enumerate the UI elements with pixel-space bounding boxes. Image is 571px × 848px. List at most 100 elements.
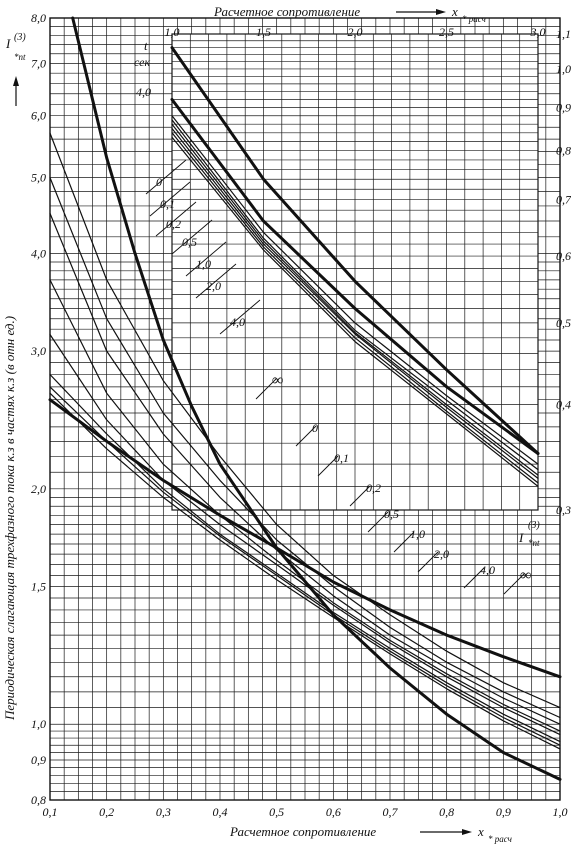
y-tick-left: 0,9 (31, 753, 46, 767)
x-tick-bottom: 0,9 (496, 805, 511, 819)
time-label-upper: 4,0 (230, 315, 245, 329)
time-leader-lower (317, 455, 339, 477)
time-label-lower: 0,5 (384, 507, 399, 521)
time-header-t: t (144, 38, 148, 53)
time-label-upper: 4,0 (136, 85, 151, 99)
curve-lower-t-4 (49, 333, 561, 736)
time-leader-upper (171, 219, 213, 255)
x-tick-bottom: 0,7 (383, 805, 399, 819)
y-tick-left: 2,0 (31, 482, 46, 496)
time-header-unit: сек (134, 55, 150, 69)
curve-lower-t-0 (49, 132, 561, 709)
curve-lower-t-1 (49, 177, 561, 719)
left-axis-symbol-sub: *nt (14, 52, 26, 62)
y-tick-right: 0,9 (556, 101, 571, 115)
bottom-axis-symbol-sub: * расч (488, 834, 512, 844)
x-tick-bottom: 1,0 (553, 805, 568, 819)
time-leader-upper (145, 159, 187, 195)
y-tick-left: 0,8 (31, 793, 46, 807)
time-leader-lower (463, 567, 485, 589)
x-tick-top: 2,0 (348, 25, 363, 39)
right-axis-symbol-sup: (3) (528, 520, 540, 531)
plot-frame (49, 17, 561, 801)
time-label-upper: 0,2 (166, 217, 181, 231)
time-label-upper: 0 (156, 175, 162, 189)
time-leader-lower (503, 573, 525, 595)
x-tick-bottom: 0,2 (99, 805, 114, 819)
time-leader-upper (185, 241, 227, 277)
time-leader-lower (417, 551, 439, 573)
time-leader-upper (195, 263, 237, 299)
time-leader-lower (295, 425, 317, 447)
time-label-lower: 0 (312, 421, 318, 435)
curve-upper-t-4 (171, 132, 539, 484)
top-axis-symbol: x (451, 4, 458, 19)
y-tick-left: 4,0 (31, 246, 46, 260)
left-axis-symbol: I (5, 36, 11, 51)
curve-lower-t-6 (49, 386, 561, 746)
y-tick-left: 1,0 (31, 717, 46, 731)
y-tick-right: 0,4 (556, 398, 571, 412)
time-label-lower: 0,1 (334, 451, 349, 465)
curve-upper-t-0 (171, 115, 539, 465)
y-tick-left: 3,0 (30, 344, 46, 358)
curve-lower-t-2 (49, 212, 561, 725)
y-tick-left: 1,5 (31, 580, 46, 594)
right-axis-symbol: I (518, 530, 524, 545)
chart-grid (49, 17, 561, 801)
curve-upper-t-2 (171, 123, 539, 476)
x-tick-top: 1,5 (256, 25, 271, 39)
left-axis-symbol-sup: (3) (14, 32, 26, 43)
time-leader-upper (155, 201, 197, 237)
time-leader-lower (349, 485, 371, 507)
curve-upper-t-6 (170, 46, 540, 455)
y-tick-left: 7,0 (31, 56, 46, 70)
curve-upper-t-1 (171, 119, 539, 471)
time-leader-lower (255, 378, 277, 400)
time-label-upper: 0,1 (160, 197, 175, 211)
x-tick-bottom: 0,3 (156, 805, 171, 819)
time-label-lower: 2,0 (434, 547, 449, 561)
x-tick-bottom: 0,5 (269, 805, 284, 819)
time-label-lower: ∞ (272, 372, 283, 389)
y-tick-left: 5,0 (31, 171, 46, 185)
left-axis-title: Периодическая слагающая трехфазного тока… (2, 316, 17, 721)
top-axis-symbol-sub: * расч (462, 14, 486, 24)
time-label-lower: ∞ (520, 567, 531, 584)
curve-layer (48, 16, 562, 781)
y-tick-right: 0,6 (556, 249, 571, 263)
curve-lower-bold-1 (48, 398, 562, 679)
curve-lower-t-7 (49, 392, 561, 750)
bottom-axis-title: Расчетное сопротивление (229, 824, 376, 839)
time-label-upper: 2,0 (206, 279, 221, 293)
x-tick-top: 2,5 (439, 25, 454, 39)
right-axis-symbol-sub: *nt (528, 538, 540, 548)
top-axis-arrow (396, 9, 446, 15)
y-tick-left: 8,0 (31, 11, 46, 25)
time-label-upper: 0,5 (182, 235, 197, 249)
y-tick-right: 0,8 (556, 144, 571, 158)
curve-upper-bold-0 (170, 98, 540, 455)
time-leader-upper (219, 299, 261, 335)
time-leader-lower (393, 531, 415, 553)
y-tick-right: 1,0 (556, 62, 571, 76)
x-tick-bottom: 0,6 (326, 805, 341, 819)
time-label-lower: 1,0 (410, 527, 425, 541)
time-label-lower: 4,0 (480, 563, 495, 577)
x-tick-bottom: 0,8 (439, 805, 454, 819)
curve-upper-t-3 (171, 127, 539, 479)
y-tick-right: 0,3 (556, 503, 571, 517)
x-tick-bottom: 0,4 (213, 805, 228, 819)
y-tick-left: 6,0 (31, 109, 46, 123)
left-axis-arrow (13, 76, 19, 106)
x-tick-top: 1,0 (165, 25, 180, 39)
x-tick-bottom: 0,1 (43, 805, 58, 819)
top-axis-title: Расчетное сопротивление (213, 4, 360, 19)
time-leader-upper (149, 181, 191, 217)
y-tick-right: 0,5 (556, 316, 571, 330)
y-tick-right: 0,7 (556, 193, 571, 207)
time-leader-lower (367, 511, 389, 533)
bottom-axis-arrow (420, 829, 472, 835)
curve-upper-t-5 (171, 136, 539, 487)
